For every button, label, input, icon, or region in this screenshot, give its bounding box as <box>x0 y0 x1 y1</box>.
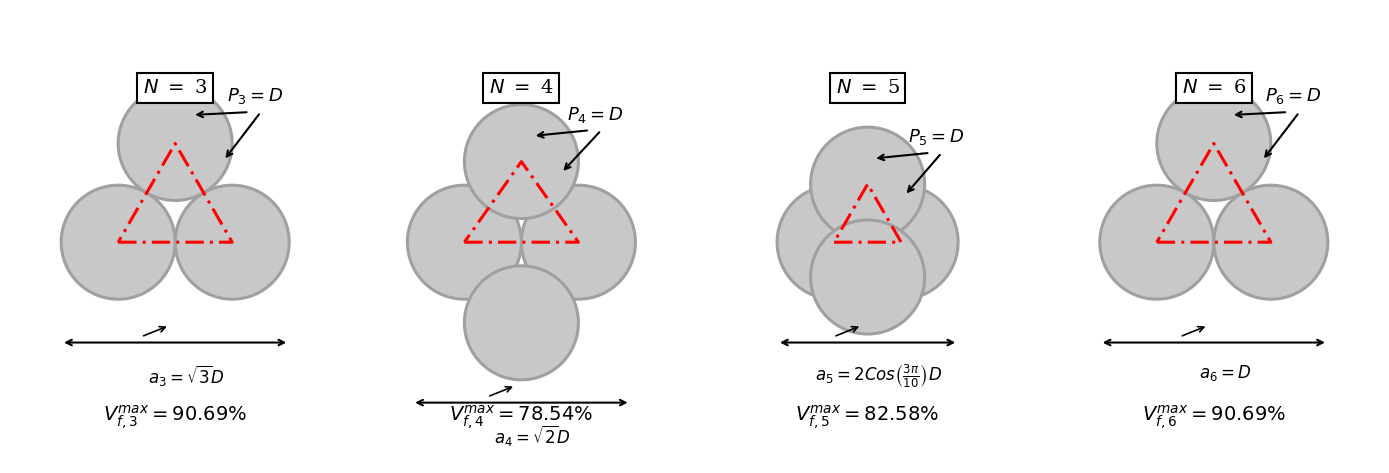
Circle shape <box>407 185 521 299</box>
Text: $V_{f,5}^{max} = 82.58\%$: $V_{f,5}^{max} = 82.58\%$ <box>796 404 940 432</box>
Circle shape <box>175 185 289 299</box>
Text: $P_3 = D$: $P_3 = D$ <box>226 87 283 106</box>
Text: $\it{N}$$\ =\ $5: $\it{N}$$\ =\ $5 <box>836 79 900 97</box>
Circle shape <box>1214 185 1328 299</box>
Circle shape <box>61 185 175 299</box>
Circle shape <box>1157 87 1271 201</box>
Text: $a_5 = 2Cos\left(\frac{3\pi}{10}\right)D$: $a_5 = 2Cos\left(\frac{3\pi}{10}\right)D… <box>815 363 943 391</box>
Circle shape <box>521 185 635 299</box>
Circle shape <box>118 87 232 201</box>
Circle shape <box>1100 185 1214 299</box>
Circle shape <box>776 185 892 299</box>
Text: $\it{N}$$\ =\ $6: $\it{N}$$\ =\ $6 <box>1182 79 1246 97</box>
Text: $a_4 = \sqrt{2}D$: $a_4 = \sqrt{2}D$ <box>494 423 571 448</box>
Text: $\it{N}$$\ =\ $4: $\it{N}$$\ =\ $4 <box>489 79 554 97</box>
Text: $\it{N}$$\ =\ $3: $\it{N}$$\ =\ $3 <box>143 79 207 97</box>
Circle shape <box>845 185 958 299</box>
Circle shape <box>464 266 578 380</box>
Text: $P_4 = D$: $P_4 = D$ <box>567 105 624 124</box>
Circle shape <box>811 127 925 241</box>
Text: $P_5 = D$: $P_5 = D$ <box>908 127 964 147</box>
Text: $V_{f,6}^{max} = 90.69\%$: $V_{f,6}^{max} = 90.69\%$ <box>1142 404 1286 432</box>
Text: $V_{f,4}^{max} = 78.54\%$: $V_{f,4}^{max} = 78.54\%$ <box>449 404 593 432</box>
Text: $a_6 = D$: $a_6 = D$ <box>1199 363 1251 383</box>
Circle shape <box>464 105 578 219</box>
Text: $P_6 = D$: $P_6 = D$ <box>1265 87 1322 106</box>
Text: $V_{f,3}^{max} = 90.69\%$: $V_{f,3}^{max} = 90.69\%$ <box>103 404 247 432</box>
Text: $a_3 = \sqrt{3}D$: $a_3 = \sqrt{3}D$ <box>149 363 225 388</box>
Circle shape <box>811 220 925 334</box>
